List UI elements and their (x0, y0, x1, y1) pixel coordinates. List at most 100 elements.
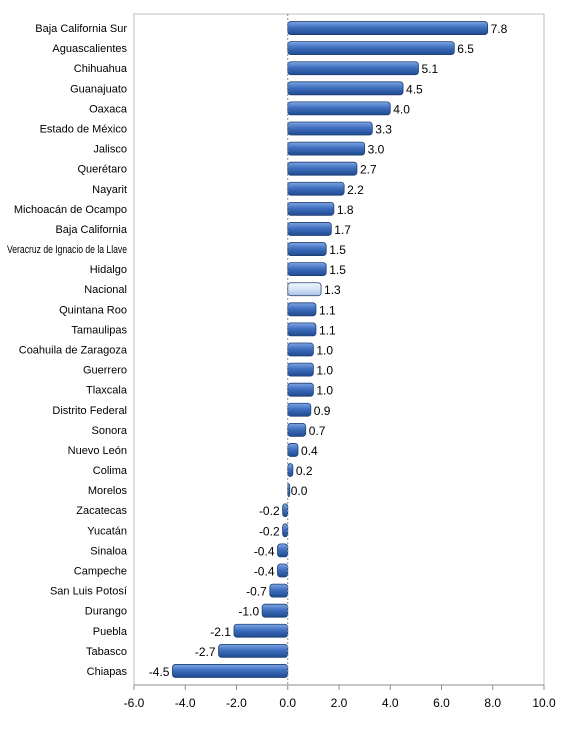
value-label-22: 0.2 (296, 464, 313, 478)
category-label-4: Oaxaca (89, 103, 128, 115)
category-label-15: Tamaulipas (71, 324, 127, 336)
category-label-28: San Luis Potosí (50, 586, 127, 598)
category-label-5: Estado de México (40, 124, 127, 136)
bar-31 (218, 643, 289, 658)
category-label-17: Guerrero (83, 365, 127, 377)
category-label-22: Colima (93, 465, 128, 477)
value-label-0: 7.8 (491, 22, 508, 36)
bar-19 (287, 402, 312, 417)
category-label-9: Michoacán de Ocampo (14, 204, 127, 216)
category-label-3: Guanajuato (70, 83, 127, 95)
value-label-17: 1.0 (316, 364, 333, 378)
value-label-10: 1.7 (334, 223, 351, 237)
bar-17 (287, 362, 314, 377)
x-tick-label-4: 2.0 (331, 696, 348, 710)
value-label-2: 5.1 (421, 62, 438, 76)
bar-12 (287, 262, 327, 277)
bar-15 (287, 322, 317, 337)
category-label-26: Sinaloa (90, 545, 128, 557)
x-tick-label-6: 6.0 (433, 696, 450, 710)
category-label-25: Yucatán (87, 525, 127, 537)
value-label-23: 0.0 (291, 484, 308, 498)
value-label-26: -0.4 (254, 544, 275, 558)
category-label-14: Quintana Roo (59, 304, 127, 316)
category-label-2: Chihuahua (74, 63, 128, 75)
bar-9 (287, 201, 335, 216)
category-label-29: Durango (85, 606, 127, 618)
category-label-20: Sonora (92, 425, 128, 437)
bar-4 (287, 101, 391, 116)
x-tick-label-5: 4.0 (382, 696, 399, 710)
bar-14 (287, 302, 317, 317)
value-label-6: 3.0 (368, 143, 385, 157)
bar-27 (277, 563, 289, 578)
bar-11 (287, 242, 327, 256)
value-label-11: 1.5 (329, 243, 346, 257)
value-label-7: 2.7 (360, 163, 377, 177)
x-tick-label-7: 8.0 (484, 696, 501, 710)
bar-3 (287, 81, 404, 96)
category-label-18: Tlaxcala (86, 385, 128, 397)
category-label-24: Zacatecas (76, 505, 127, 517)
bar-10 (287, 222, 332, 236)
value-label-28: -0.7 (246, 585, 267, 599)
value-label-21: 0.4 (301, 444, 318, 458)
x-axis: -6.0 -4.0 -2.0 0.0 2.0 4.0 6.0 8.0 10.0 (124, 684, 556, 710)
category-label-30: Puebla (93, 626, 128, 638)
category-label-23: Morelos (88, 485, 128, 497)
bars-layer (172, 21, 489, 678)
category-label-1: Aguascalientes (52, 43, 127, 55)
value-label-29: -1.0 (238, 605, 259, 619)
bar-32 (172, 664, 289, 678)
x-tick-label-2: -2.0 (226, 696, 247, 710)
bar-20 (287, 422, 307, 437)
value-label-14: 1.1 (319, 303, 336, 317)
category-label-0: Baja California Sur (35, 23, 127, 35)
bar-25 (282, 523, 289, 538)
category-labels-layer: Baja California Sur Aguascalientes Chihuah… (7, 23, 128, 678)
x-tick-label-0: -6.0 (124, 696, 145, 710)
category-label-31: Tabasco (86, 646, 127, 658)
bar-7 (287, 161, 358, 176)
bar-28 (269, 583, 289, 598)
value-label-19: 0.9 (314, 404, 331, 418)
value-labels-layer: 7.8 6.5 5.1 4.5 4.03.3 3.0 2.7 2.2 1.8 1.7 1.5 1.5 1… (149, 22, 508, 679)
bar-26 (277, 543, 289, 558)
category-label-7: Querétaro (77, 164, 127, 176)
value-label-5: 3.3 (375, 123, 392, 137)
bar-22 (287, 463, 294, 477)
value-label-20: 0.7 (309, 424, 326, 438)
category-label-13: Nacional (84, 284, 127, 296)
x-tick-label-8: 10.0 (532, 696, 556, 710)
value-label-15: 1.1 (319, 323, 336, 337)
value-label-31: -2.7 (195, 645, 216, 659)
bar-18 (287, 382, 314, 397)
bar-8 (287, 181, 345, 196)
value-label-12: 1.5 (329, 263, 346, 277)
bar-5 (287, 121, 373, 136)
bar-6 (287, 141, 366, 156)
bar-16 (287, 342, 314, 357)
category-label-6: Jalisco (93, 144, 127, 156)
category-label-11: Veracruz de Ignacio de la Llave (7, 244, 127, 256)
value-label-8: 2.2 (347, 183, 364, 197)
bar-29 (261, 603, 289, 618)
value-label-25: -0.2 (259, 524, 280, 538)
value-label-13: 1.3 (324, 283, 341, 297)
bar-0 (287, 21, 489, 35)
x-tick-label-3: 0.0 (279, 696, 296, 710)
value-label-27: -0.4 (254, 565, 275, 579)
bar-2 (287, 61, 419, 76)
value-label-30: -2.1 (210, 625, 231, 639)
category-label-27: Campeche (74, 566, 127, 578)
value-label-1: 6.5 (457, 42, 474, 56)
value-label-9: 1.8 (337, 203, 354, 217)
value-label-4: 4.0 (393, 102, 410, 116)
category-label-10: Baja California (55, 224, 127, 236)
category-label-12: Hidalgo (90, 264, 127, 276)
bar-1 (287, 41, 455, 56)
value-label-16: 1.0 (316, 344, 333, 358)
category-label-8: Nayarit (92, 184, 127, 196)
